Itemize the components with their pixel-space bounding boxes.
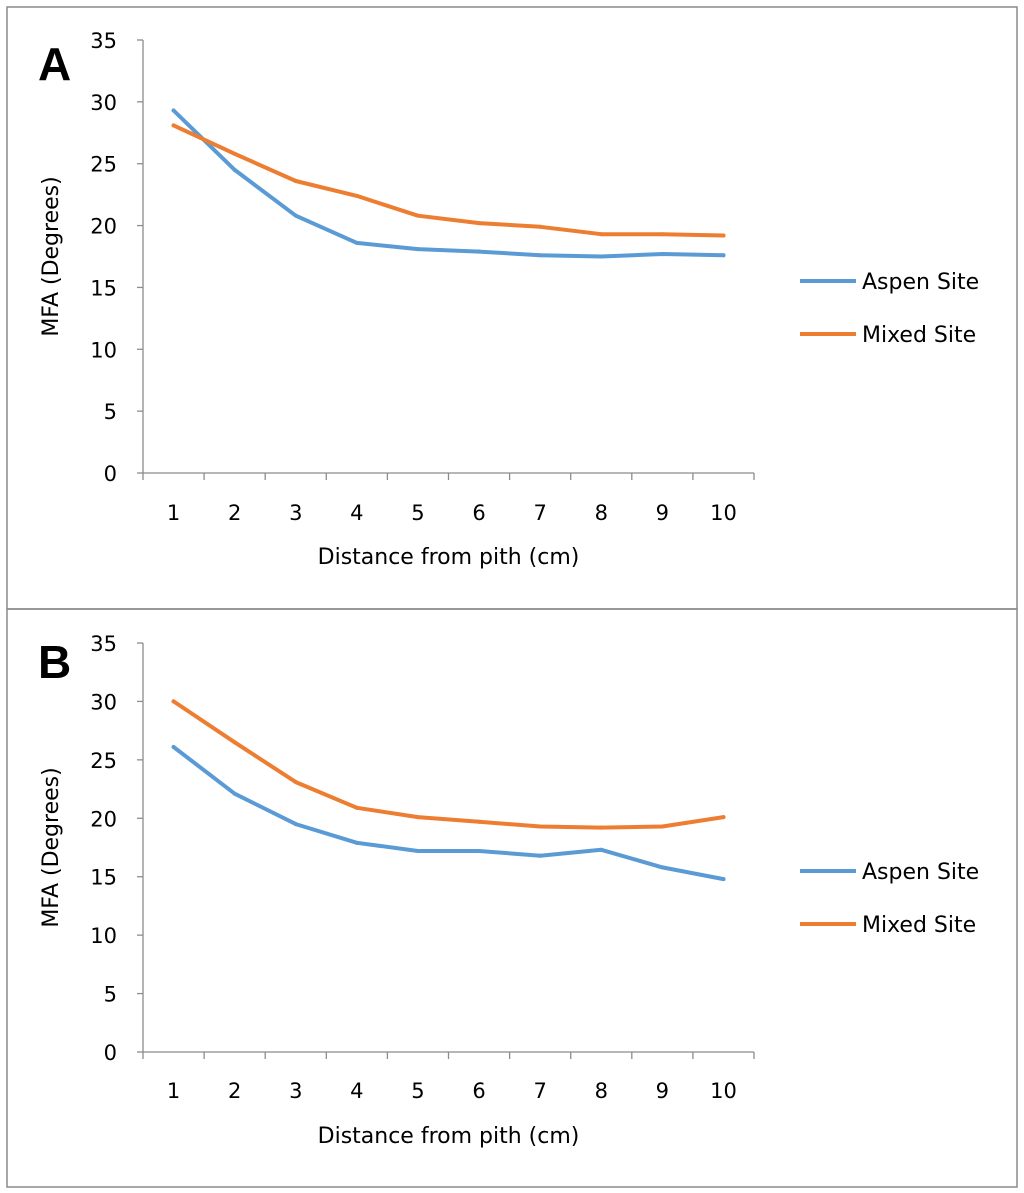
y-tick-label: 35 — [90, 632, 117, 656]
y-tick-label: 0 — [104, 462, 117, 486]
y-tick-label: 35 — [90, 29, 117, 53]
data-point — [538, 853, 543, 858]
data-point — [415, 213, 420, 218]
x-tick-label: 4 — [350, 1079, 363, 1103]
data-point — [293, 780, 298, 785]
data-point — [538, 253, 543, 258]
x-tick-label: 3 — [289, 501, 302, 525]
series-line-mixed-site — [171, 123, 726, 238]
y-tick-label: 20 — [90, 215, 117, 239]
x-tick-label: 8 — [595, 1079, 608, 1103]
data-point — [660, 824, 665, 829]
legend-label: Aspen Site — [862, 860, 979, 885]
data-point — [599, 825, 604, 830]
data-point — [415, 849, 420, 854]
panel-frame — [6, 6, 1018, 610]
data-point — [660, 232, 665, 237]
data-point — [415, 815, 420, 820]
data-point — [232, 791, 237, 796]
data-point — [354, 840, 359, 845]
y-tick-label: 25 — [90, 749, 117, 773]
x-tick-label: 9 — [656, 1079, 669, 1103]
data-point — [171, 123, 176, 128]
data-point — [171, 108, 176, 113]
x-tick-label: 4 — [350, 501, 363, 525]
y-tick-label: 20 — [90, 807, 117, 831]
data-point — [599, 254, 604, 259]
y-tick-label: 5 — [104, 983, 117, 1007]
x-tick-label: 6 — [472, 1079, 485, 1103]
data-point — [293, 179, 298, 184]
legend-label: Mixed Site — [862, 323, 976, 348]
x-tick-label: 6 — [472, 501, 485, 525]
data-point — [477, 221, 482, 226]
y-tick-label: 10 — [90, 338, 117, 362]
x-axis-title: Distance from pith (cm) — [318, 1124, 580, 1149]
x-tick-label: 3 — [289, 1079, 302, 1103]
x-tick-label: 7 — [533, 1079, 546, 1103]
data-point — [599, 232, 604, 237]
series-line-mixed-site — [171, 699, 726, 830]
x-tick-label: 2 — [228, 501, 241, 525]
y-tick-label: 30 — [90, 91, 117, 115]
chart-panel-b: B 0 5 10 15 20 25 30 35 1 2 3 4 5 6 7 8 9 10 Distance from … — [6, 608, 1018, 1188]
y-tick-label: 15 — [90, 276, 117, 300]
y-tick-label: 10 — [90, 924, 117, 948]
data-point — [538, 824, 543, 829]
series-line-aspen-site — [171, 745, 726, 882]
y-tick-label: 30 — [90, 690, 117, 714]
data-point — [354, 193, 359, 198]
y-tick-label: 5 — [104, 400, 117, 424]
x-tick-label: 10 — [710, 501, 737, 525]
data-point — [721, 233, 726, 238]
data-point — [232, 740, 237, 745]
data-point — [599, 847, 604, 852]
x-tick-label: 9 — [656, 501, 669, 525]
series-line-aspen-site — [171, 108, 726, 259]
legend-label: Aspen Site — [862, 270, 979, 295]
panel-frame — [6, 608, 1018, 1188]
y-tick-label: 15 — [90, 866, 117, 890]
y-tick-label: 0 — [104, 1041, 117, 1065]
x-tick-label: 5 — [411, 1079, 424, 1103]
x-tick-label: 5 — [411, 501, 424, 525]
legend-label: Mixed Site — [862, 913, 976, 938]
data-point — [415, 247, 420, 252]
data-point — [293, 822, 298, 827]
data-point — [477, 819, 482, 824]
x-tick-label: 8 — [595, 501, 608, 525]
data-point — [477, 849, 482, 854]
data-point — [232, 151, 237, 156]
x-tick-label: 10 — [710, 1079, 737, 1103]
x-tick-label: 1 — [167, 1079, 180, 1103]
chart-panel-a: A 0 5 10 15 20 25 30 35 1 2 3 4 5 6 7 8 9 10 Distance from … — [6, 6, 1018, 610]
panel-label: B — [38, 636, 71, 688]
data-point — [660, 865, 665, 870]
data-point — [354, 805, 359, 810]
data-point — [721, 815, 726, 820]
panel-label: A — [38, 38, 71, 90]
x-tick-label: 7 — [533, 501, 546, 525]
data-point — [293, 213, 298, 218]
data-point — [721, 253, 726, 258]
data-point — [721, 877, 726, 882]
data-point — [232, 167, 237, 172]
data-point — [660, 252, 665, 257]
y-axis-title: MFA (Degrees) — [39, 767, 64, 927]
y-tick-label: 25 — [90, 153, 117, 177]
x-tick-label: 2 — [228, 1079, 241, 1103]
data-point — [171, 745, 176, 750]
x-tick-label: 1 — [167, 501, 180, 525]
x-axis-title: Distance from pith (cm) — [318, 545, 580, 570]
data-point — [171, 699, 176, 704]
data-point — [477, 249, 482, 254]
y-axis-title: MFA (Degrees) — [39, 176, 64, 336]
data-point — [354, 240, 359, 245]
data-point — [538, 224, 543, 229]
